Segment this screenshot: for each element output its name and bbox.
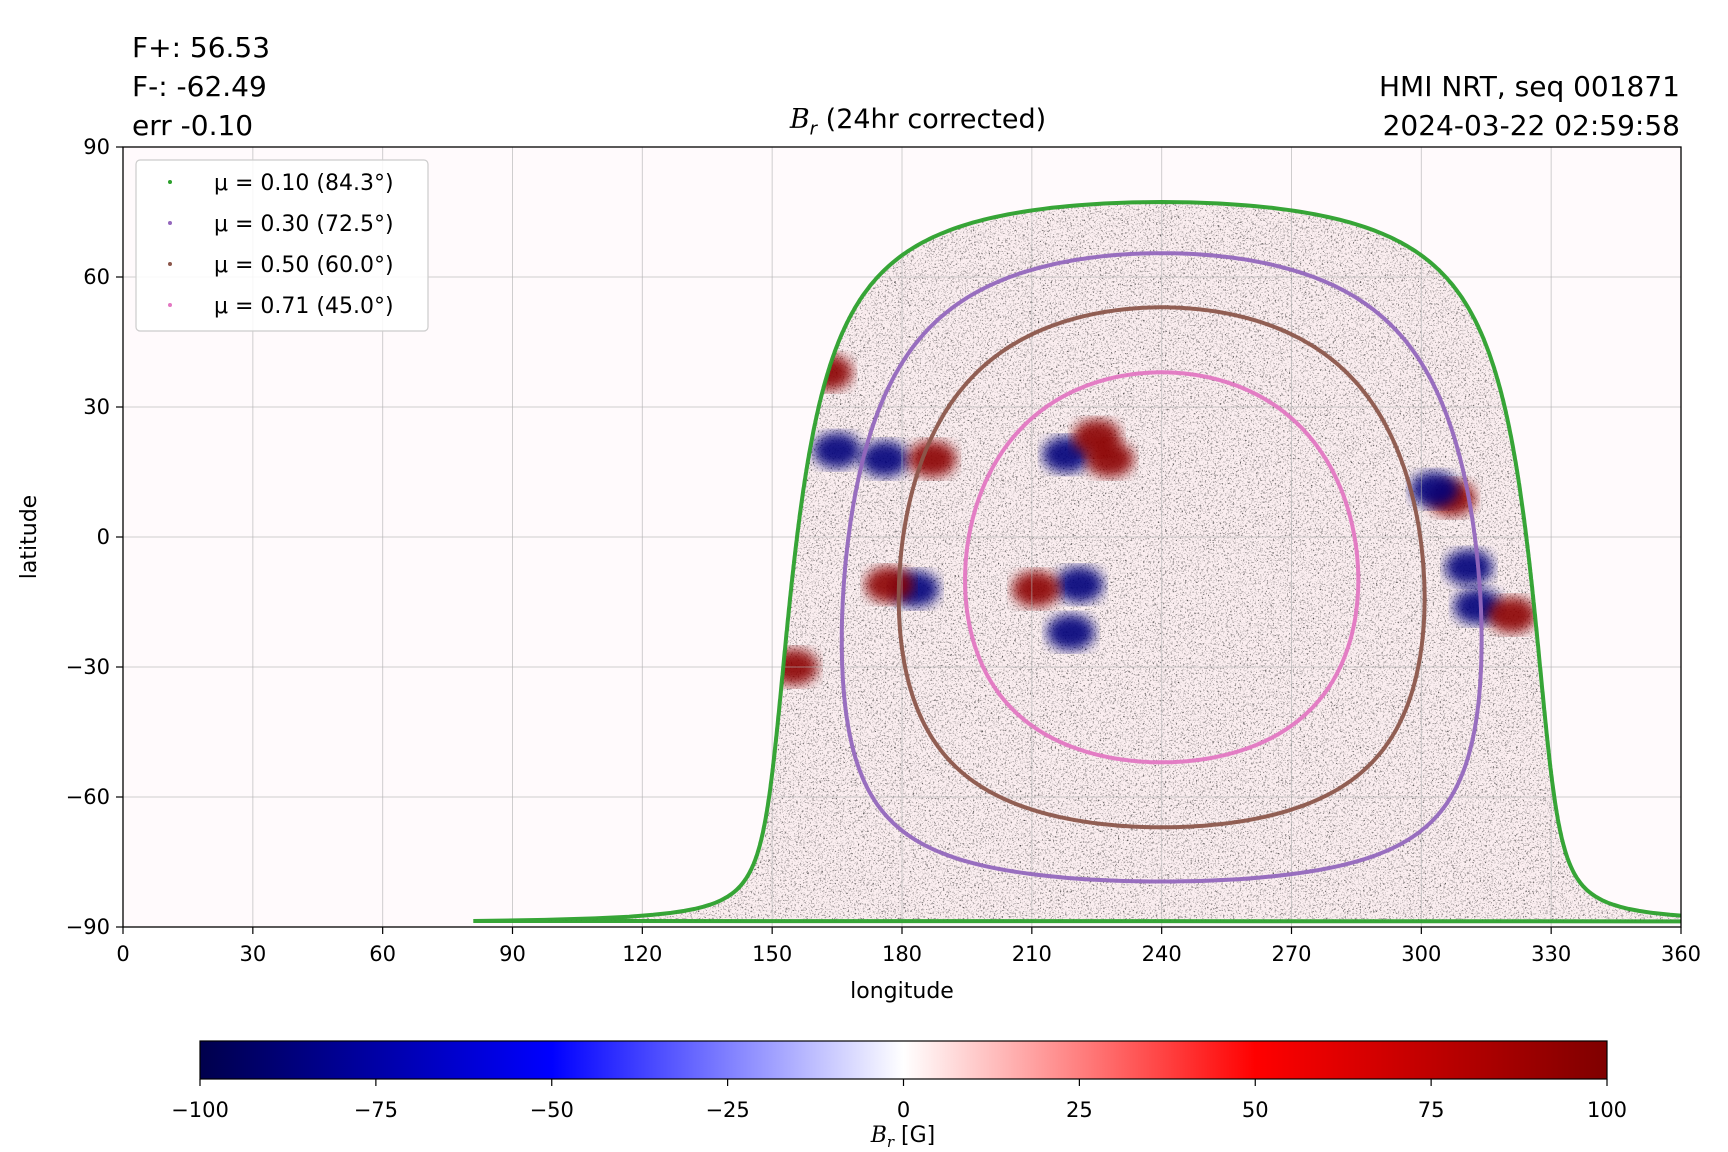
x-tick-label: 0 — [116, 942, 129, 966]
negative-active-region — [813, 432, 862, 469]
colorbar-tick-label: 50 — [1242, 1098, 1269, 1122]
y-tick-label: 60 — [83, 265, 110, 289]
colorbar — [199, 1040, 1608, 1080]
x-tick-label: 210 — [1012, 942, 1052, 966]
positive-active-region — [1488, 597, 1537, 633]
negative-active-region — [1444, 549, 1493, 586]
colorbar-tick-label: −75 — [354, 1098, 398, 1122]
title-subscript: r — [809, 118, 818, 140]
legend-label: μ = 0.50 (60.0°) — [214, 253, 394, 278]
x-tick-label: 330 — [1531, 942, 1571, 966]
mu-contour-0 — [473, 199, 1681, 924]
legend-label: μ = 0.10 (84.3°) — [214, 171, 394, 196]
colorbar-tick-label: 100 — [1587, 1098, 1627, 1122]
x-tick-label: 270 — [1271, 942, 1311, 966]
axis-ticks: 0 30 60 90 120 150 180 210 240 270 300 330 360906030… — [66, 135, 1701, 966]
colorbar-tick-label: −25 — [705, 1098, 749, 1122]
x-tick-label: 30 — [239, 942, 266, 966]
legend: μ = 0.10 (84.3°) μ = 0.30 (72.5°) μ = 0.50… — [135, 159, 429, 332]
positive-active-region — [1072, 419, 1121, 456]
flux-positive: F+: 56.53 — [132, 31, 271, 64]
positive-active-region — [1012, 571, 1061, 607]
legend-box — [135, 159, 429, 332]
negative-active-region — [860, 441, 909, 477]
title-text: (24hr corrected) — [817, 104, 1047, 135]
y-tick-label: 90 — [83, 135, 110, 159]
colorbar-tick-label: −50 — [530, 1098, 574, 1122]
colorbar-tick-label: 75 — [1418, 1098, 1445, 1122]
negative-active-region — [1055, 566, 1104, 603]
negative-active-region — [1410, 471, 1459, 508]
colorbar-label: Br [G] — [870, 1123, 936, 1151]
colorbar-label-unit: [G] — [894, 1123, 935, 1148]
positive-active-region — [908, 441, 957, 477]
colorbar-label-subscript: r — [887, 1133, 895, 1151]
y-tick-label: 30 — [83, 395, 110, 419]
x-tick-label: 180 — [882, 942, 922, 966]
x-tick-label: 300 — [1401, 942, 1441, 966]
y-axis-label: latitude — [17, 495, 42, 579]
mu-contours — [473, 199, 1681, 924]
legend-label: μ = 0.71 (45.0°) — [214, 294, 394, 319]
y-tick-label: −90 — [66, 915, 110, 939]
x-axis-label: longitude — [850, 979, 954, 1004]
x-tick-label: 150 — [752, 942, 792, 966]
flux-negative: F-: -62.49 — [132, 70, 267, 103]
x-tick-label: 360 — [1661, 942, 1701, 966]
x-tick-label: 120 — [622, 942, 662, 966]
legend-marker — [168, 262, 172, 266]
positive-active-region — [865, 566, 914, 603]
x-tick-label: 240 — [1142, 942, 1182, 966]
y-tick-label: −60 — [66, 785, 110, 809]
y-tick-label: −30 — [66, 655, 110, 679]
observation-timestamp: 2024-03-22 02:59:58 — [1382, 109, 1680, 142]
legend-label: μ = 0.30 (72.5°) — [214, 212, 394, 237]
colorbar-tick-label: −100 — [171, 1098, 229, 1122]
colorbar-tick-label: 25 — [1066, 1098, 1093, 1122]
legend-marker — [168, 303, 172, 307]
chart-title: Br (24hr corrected) — [790, 104, 1046, 139]
legend-marker — [168, 180, 172, 184]
colorbar-tick-label: 0 — [897, 1098, 910, 1122]
gridlines — [123, 147, 1681, 927]
data-source: HMI NRT, seq 001871 — [1378, 70, 1680, 103]
y-tick-label: 0 — [97, 525, 110, 549]
x-tick-label: 90 — [499, 942, 526, 966]
mu-contour-1 — [839, 251, 1484, 884]
flux-error: err -0.10 — [132, 109, 254, 142]
negative-active-region — [1046, 614, 1095, 651]
x-tick-label: 60 — [369, 942, 396, 966]
colorbar-label-symbol: B — [870, 1123, 887, 1148]
legend-marker — [168, 221, 172, 225]
title-symbol: B — [789, 104, 810, 135]
colorbar-ticks: −100 −75 −50 −25 0 25 50 75 100 — [171, 1079, 1627, 1122]
mu-contour-3 — [962, 370, 1361, 765]
mu-contour-2 — [896, 305, 1427, 830]
